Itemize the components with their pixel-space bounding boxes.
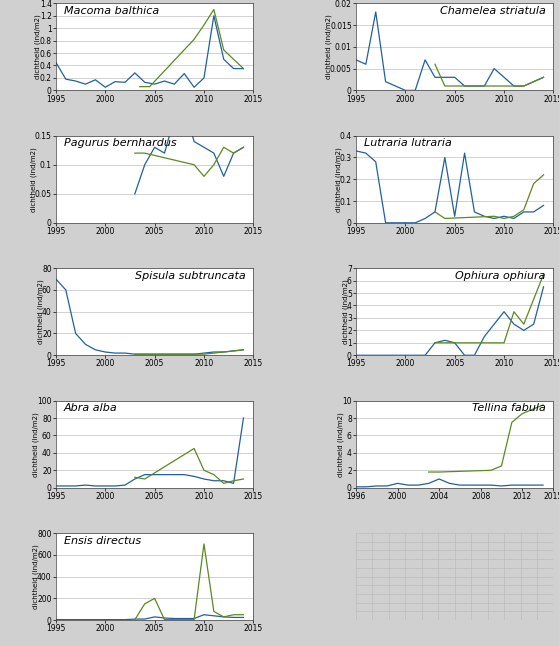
Y-axis label: dichtheid (ind/m2): dichtheid (ind/m2) — [335, 147, 342, 212]
Text: Spisula subtruncata: Spisula subtruncata — [135, 271, 245, 281]
Text: Chamelea striatula: Chamelea striatula — [439, 6, 546, 16]
Y-axis label: dichtheid (ind/m2): dichtheid (ind/m2) — [30, 147, 36, 212]
Text: Ensis directus: Ensis directus — [64, 536, 141, 546]
Text: Abra alba: Abra alba — [64, 403, 117, 413]
Text: Macoma balthica: Macoma balthica — [64, 6, 159, 16]
Y-axis label: dichtheid (ind/m2): dichtheid (ind/m2) — [325, 14, 332, 79]
Text: Lutraria lutraria: Lutraria lutraria — [364, 138, 452, 149]
Y-axis label: dichtheid (ind/m2): dichtheid (ind/m2) — [32, 544, 39, 609]
Y-axis label: dichtheid (ind/m2): dichtheid (ind/m2) — [342, 279, 349, 344]
Text: Pagurus bernhardus: Pagurus bernhardus — [64, 138, 177, 149]
Y-axis label: dichtheid (ind/m2): dichtheid (ind/m2) — [32, 412, 39, 477]
Text: Tellina fabula: Tellina fabula — [472, 403, 546, 413]
Y-axis label: dichtheid (ind/m2): dichtheid (ind/m2) — [35, 14, 41, 79]
Y-axis label: dichtheid (ind/m2): dichtheid (ind/m2) — [37, 279, 44, 344]
Y-axis label: dichtheid (ind/m2): dichtheid (ind/m2) — [338, 412, 344, 477]
Text: Ophiura ophiura: Ophiura ophiura — [455, 271, 546, 281]
